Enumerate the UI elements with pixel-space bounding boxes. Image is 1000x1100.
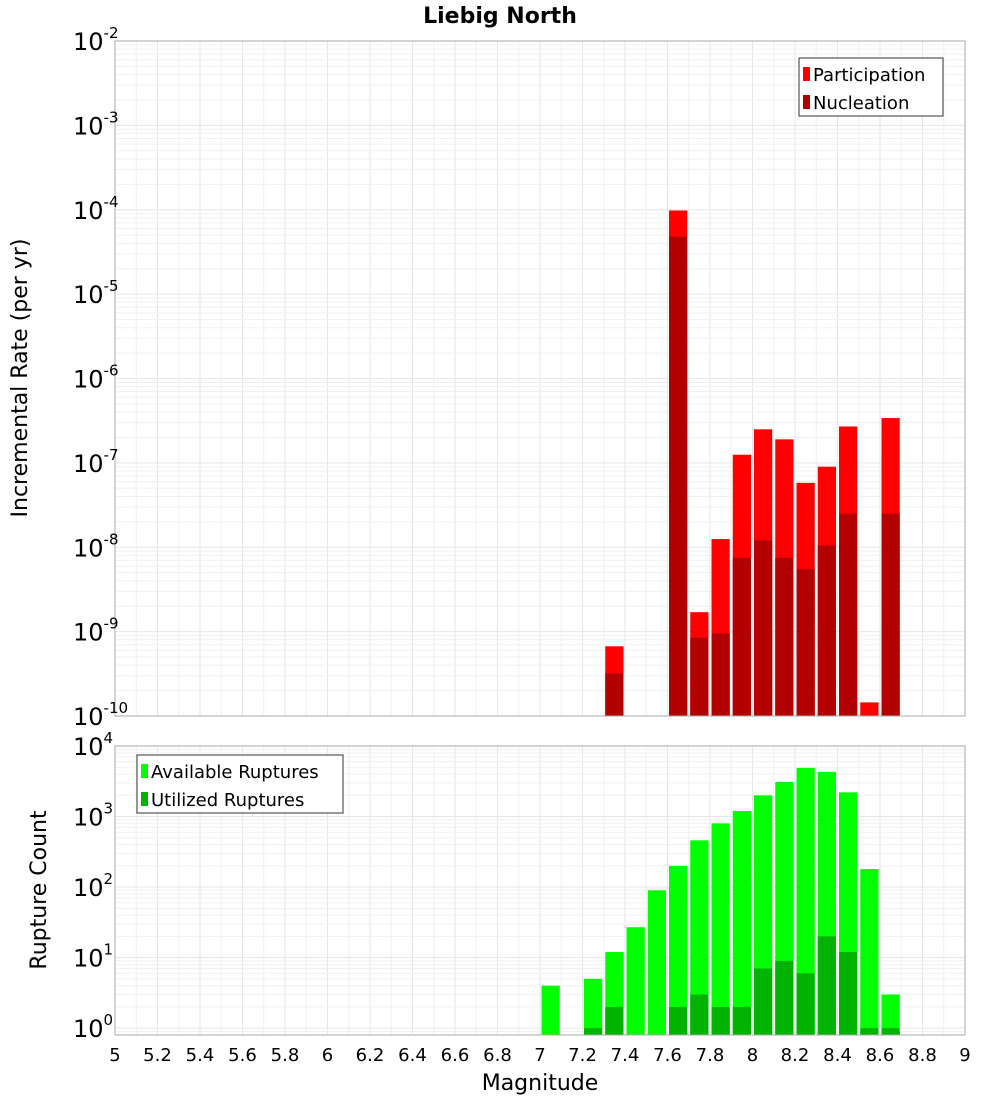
count-legend-box [136,754,344,814]
x-tick-label: 6.2 [356,1045,385,1066]
rate-y-tick-label: 10-5 [73,277,119,309]
count-bar-secondary [839,952,858,1035]
rate-bar-secondary [839,513,858,716]
x-tick-label: 5.4 [186,1045,215,1066]
count-legend-entry: Available Ruptures [151,762,319,783]
x-tick-label: 7 [534,1045,545,1066]
x-tick-label: 9 [959,1045,970,1066]
count-bar-secondary [690,994,709,1035]
rate-legend: Participation Nucleation [798,57,944,117]
rate-y-tick-label: 10-3 [73,108,119,140]
rate-y-axis-label: Incremental Rate (per yr) [8,239,33,518]
count-bar-secondary [732,1006,751,1035]
x-tick-label: 7.8 [696,1045,725,1066]
x-tick-label: 8.6 [866,1045,895,1066]
x-tick-label: 6.6 [441,1045,470,1066]
count-bar-primary [796,767,815,1035]
count-bar-primary [732,810,751,1035]
count-bar-primary [584,978,603,1035]
count-y-tick-label: 100 [73,1011,113,1043]
x-axis-label: Magnitude [482,1071,599,1096]
rate-legend-swatch [803,95,810,109]
count-bar-secondary [817,936,836,1035]
x-tick-label: 5.2 [143,1045,172,1066]
rate-plot-frame [114,40,966,717]
rate-bar-secondary [732,557,751,716]
rate-bar-secondary [690,637,709,716]
count-legend-swatch [141,764,148,778]
count-bar-secondary [605,1006,624,1035]
x-tick-label: 7.4 [611,1045,640,1066]
rate-bar-secondary [775,557,794,716]
count-legend-swatch [141,792,148,806]
x-tick-label: 8 [747,1045,758,1066]
count-bar-primary [626,927,645,1035]
count-bar-secondary [860,1028,879,1035]
count-y-axis-label: Rupture Count [27,810,52,970]
rate-plot: 10-10 10-9 10-8 10-7 10-6 10-5 10-4 10-3 10-2 [73,24,966,731]
x-tick-label: 8.2 [781,1045,810,1066]
x-tick-label: 6 [322,1045,333,1066]
x-tick-label: 7.2 [568,1045,597,1066]
count-bar-primary [647,890,666,1035]
count-bar-secondary [775,960,794,1035]
rate-bar-primary [860,702,879,716]
rate-bar-secondary [711,633,730,716]
rate-bar-secondary [796,569,815,716]
rate-y-tick-label: 10-6 [73,362,119,394]
rate-y-tick-label: 10-4 [73,193,119,225]
x-tick-label: 7.6 [653,1045,682,1066]
count-bar-secondary [584,1028,603,1035]
count-bar-primary [690,840,709,1035]
count-bar-primary [541,985,560,1035]
count-y-tick-label: 101 [73,941,113,973]
rate-legend-swatch [803,67,810,81]
rate-bar-secondary [669,236,688,716]
rate-y-tick-label: 10-7 [73,446,119,478]
count-legend: Available Ruptures Utilized Ruptures [136,754,344,814]
count-plot-frame [114,745,966,1036]
rate-bar-secondary [817,545,836,716]
rate-bar-secondary [605,673,624,716]
x-tick-label: 5.8 [271,1045,300,1066]
x-tick-label: 5.6 [228,1045,257,1066]
chart-title: Liebig North [423,4,577,29]
rate-y-tick-label: 10-8 [73,530,119,562]
rate-y-tick-label: 10-10 [73,699,128,731]
x-tick-label: 5 [109,1045,120,1066]
rate-y-tick-label: 10-9 [73,615,119,647]
count-legend-entry: Utilized Ruptures [151,790,304,811]
count-y-tick-label: 102 [73,870,113,902]
rate-legend-entry: Participation [813,65,925,86]
rate-y-tick-label: 10-2 [73,24,119,56]
rate-bar-secondary [881,513,900,716]
count-y-tick-label: 103 [73,800,113,832]
rate-legend-box [798,57,944,117]
count-bar-primary [669,865,688,1035]
count-bar-primary [711,823,730,1035]
count-bar-secondary [669,1006,688,1035]
x-tick-label: 6.8 [483,1045,512,1066]
rate-legend-entry: Nucleation [813,93,909,114]
count-bar-secondary [754,968,773,1035]
count-bar-secondary [711,1006,730,1035]
count-bar-primary [860,869,879,1035]
count-bar-secondary [796,973,815,1035]
x-tick-label: 6.4 [398,1045,427,1066]
count-y-tick-label: 104 [73,729,113,761]
x-tick-label: 8.4 [823,1045,852,1066]
rate-bar-secondary [754,540,773,716]
x-tick-label: 8.8 [908,1045,937,1066]
count-bar-secondary [881,1028,900,1035]
count-bar-primary [881,994,900,1035]
